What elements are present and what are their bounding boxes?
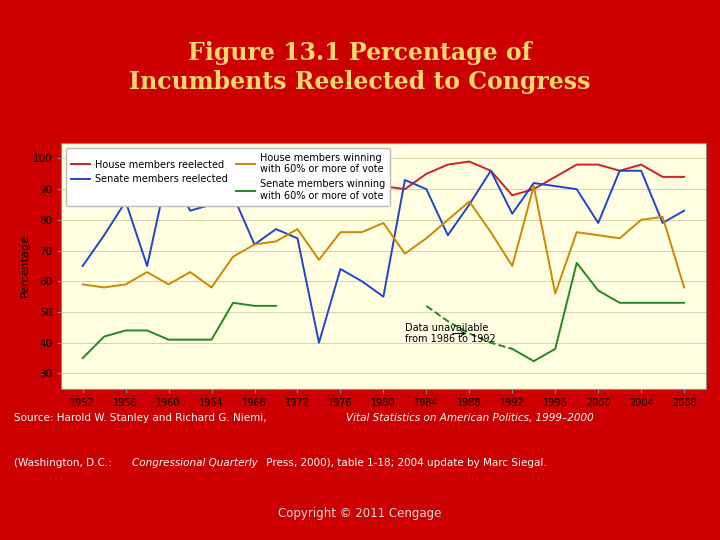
Text: Source: Harold W. Stanley and Richard G. Niemi,: Source: Harold W. Stanley and Richard G.… [14,413,270,423]
Text: Copyright © 2011 Cengage: Copyright © 2011 Cengage [279,507,441,519]
Legend: House members reelected, Senate members reelected, House members winning
with 60: House members reelected, Senate members … [66,148,390,206]
Y-axis label: Percentage: Percentage [19,234,30,298]
Text: (Washington, D.C.:: (Washington, D.C.: [14,458,115,469]
Text: Press, 2000), table 1-18; 2004 update by Marc Siegal.: Press, 2000), table 1-18; 2004 update by… [263,458,546,469]
Text: Vital Statistics on American Politics, 1999–2000: Vital Statistics on American Politics, 1… [346,413,593,423]
Text: Congressional Quarterly: Congressional Quarterly [132,458,258,469]
Text: Data unavailable
from 1986 to 1992: Data unavailable from 1986 to 1992 [405,323,495,345]
Text: Figure 13.1 Percentage of
Incumbents Reelected to Congress: Figure 13.1 Percentage of Incumbents Ree… [130,40,590,94]
